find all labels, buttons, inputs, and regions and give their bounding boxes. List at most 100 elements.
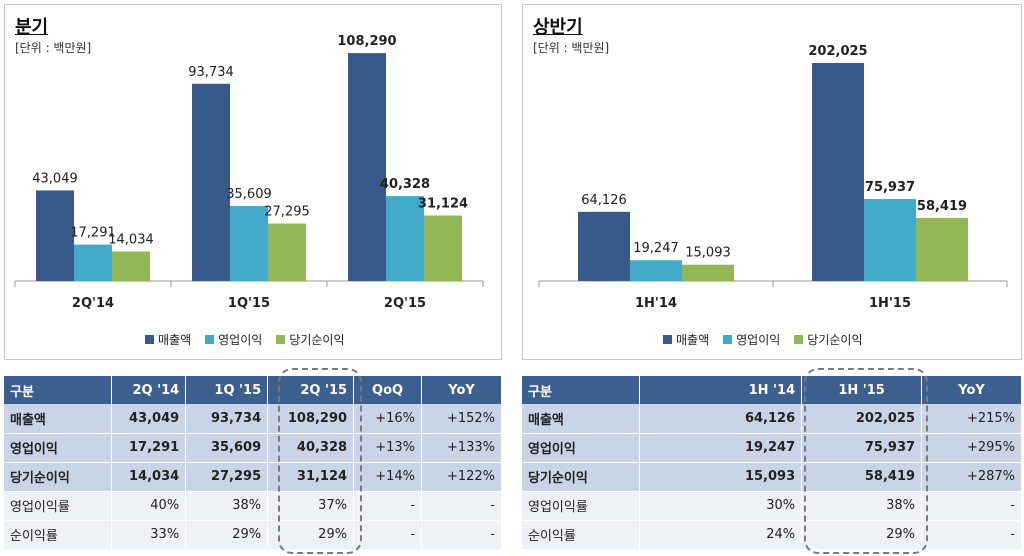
table-cell: 31,124 bbox=[267, 462, 355, 492]
table-row: 영업이익 17,291 35,609 40,328 +13% +133% bbox=[4, 433, 502, 463]
bar-net-income-3 bbox=[424, 215, 462, 281]
table-cell: 64,126 bbox=[639, 404, 803, 434]
data-label-net-income-1: 15,093 bbox=[685, 246, 731, 261]
table-header-cell: 구분 bbox=[522, 376, 641, 404]
bar-net-income-2 bbox=[268, 223, 306, 281]
legend-label-net-income: 당기순이익 bbox=[807, 333, 863, 347]
legend-swatch-net-income bbox=[794, 335, 804, 344]
data-label-sales-2: 93,734 bbox=[188, 65, 234, 80]
table-cell: 38% bbox=[801, 491, 923, 521]
bar-op-profit-1 bbox=[630, 260, 682, 281]
quarterly-table: 구분 2Q '14 1Q '15 2Q '15 QoQ YoY 매출액 43,0… bbox=[4, 376, 502, 550]
bar-net-income-2 bbox=[916, 217, 968, 281]
legend-item-op-profit: 영업이익 bbox=[723, 331, 780, 348]
bar-sales-2 bbox=[192, 83, 230, 281]
table-row: 당기순이익 15,093 58,419 +287% bbox=[522, 462, 1022, 492]
x-tick-label-3: 2Q'15 bbox=[384, 296, 426, 311]
legend-swatch-sales bbox=[663, 335, 672, 344]
data-label-net-income-2: 58,419 bbox=[917, 199, 967, 214]
legend-item-sales: 매출액 bbox=[145, 331, 191, 348]
legend-swatch-net-income bbox=[276, 335, 286, 344]
bar-op-profit-1 bbox=[74, 244, 112, 281]
legend-label-op-profit: 영업이익 bbox=[736, 333, 781, 347]
table-cell: 영업이익률 bbox=[522, 491, 641, 521]
data-label-op-profit-1: 19,247 bbox=[633, 241, 679, 256]
table-header-cell: 1H '14 bbox=[639, 376, 803, 404]
table-cell: +122% bbox=[421, 462, 502, 492]
half-year-legend: 매출액 영업이익 당기순이익 bbox=[663, 331, 863, 348]
table-cell: 35,609 bbox=[185, 433, 269, 463]
half-year-table: 구분 1H '14 1H '15 YoY 매출액 64,126 202,025 … bbox=[522, 376, 1022, 550]
table-cell: +133% bbox=[421, 433, 502, 463]
bar-op-profit-3 bbox=[386, 196, 424, 281]
table-cell: 19,247 bbox=[639, 433, 803, 463]
legend-swatch-op-profit bbox=[723, 335, 733, 344]
quarterly-chart-panel: 분기 [단위 : 백만원] 43,049 17,291 14,034 2Q'14 93,… bbox=[4, 4, 502, 360]
data-label-sales-1: 43,049 bbox=[32, 171, 78, 186]
table-header-cell: QoQ bbox=[353, 376, 423, 404]
table-cell: 30% bbox=[639, 491, 803, 521]
data-label-op-profit-2: 35,609 bbox=[226, 187, 272, 202]
table-header-cell: 1H '15 bbox=[801, 376, 923, 404]
x-tick-label-1: 2Q'14 bbox=[72, 296, 114, 311]
table-cell: 17,291 bbox=[111, 433, 187, 463]
data-label-op-profit-2: 75,937 bbox=[865, 180, 915, 195]
table-cell: +295% bbox=[921, 433, 1022, 463]
legend-swatch-op-profit bbox=[205, 335, 215, 344]
legend-item-net-income: 당기순이익 bbox=[794, 331, 863, 348]
table-cell: - bbox=[421, 491, 502, 521]
table-header-cell: 1Q '15 bbox=[185, 376, 269, 404]
table-row: 영업이익 19,247 75,937 +295% bbox=[522, 433, 1022, 463]
table-row: 당기순이익 14,034 27,295 31,124 +14% +122% bbox=[4, 462, 502, 492]
table-header-cell: 2Q '15 bbox=[267, 376, 355, 404]
bar-sales-1 bbox=[578, 211, 630, 281]
table-cell: 93,734 bbox=[185, 404, 269, 434]
table-cell: - bbox=[421, 520, 502, 550]
bar-sales-3 bbox=[348, 53, 386, 281]
table-cell: 27,295 bbox=[185, 462, 269, 492]
half-year-chart-title: 상반기 bbox=[533, 17, 583, 38]
table-header-row: 구분 1H '14 1H '15 YoY bbox=[522, 376, 1022, 404]
x-tick-label-2: 1Q'15 bbox=[228, 296, 270, 311]
x-tick-label-2: 1H'15 bbox=[869, 296, 911, 311]
half-year-chart-unit: [단위 : 백만원] bbox=[533, 41, 610, 55]
table-cell: 40,328 bbox=[267, 433, 355, 463]
table-cell: 24% bbox=[639, 520, 803, 550]
table-header-cell: 구분 bbox=[4, 376, 113, 404]
bar-op-profit-2 bbox=[864, 199, 916, 281]
half-year-bar-chart: 64,126 19,247 15,093 1H'14 202,025 75,93758,4… bbox=[538, 44, 1008, 311]
table-cell: 순이익률 bbox=[522, 520, 641, 550]
table-header-row: 구분 2Q '14 1Q '15 2Q '15 QoQ YoY bbox=[4, 376, 502, 404]
table-row: 영업이익률 30% 38% - bbox=[522, 491, 1022, 521]
data-label-sales-3: 108,290 bbox=[337, 34, 396, 49]
table-cell: 15,093 bbox=[639, 462, 803, 492]
legend-item-op-profit: 영업이익 bbox=[205, 331, 262, 348]
table-cell: 43,049 bbox=[111, 404, 187, 434]
data-label-op-profit-1: 17,291 bbox=[70, 226, 116, 241]
table-cell: 29% bbox=[185, 520, 269, 550]
table-cell: 40% bbox=[111, 491, 187, 521]
quarterly-legend: 매출액 영업이익 당기순이익 bbox=[145, 331, 345, 348]
data-label-sales-2: 202,025 bbox=[808, 44, 867, 59]
table-cell: 14,034 bbox=[111, 462, 187, 492]
table-cell: 영업이익 bbox=[4, 433, 113, 463]
legend-label-net-income: 당기순이익 bbox=[289, 333, 345, 347]
table-cell: +16% bbox=[353, 404, 423, 434]
half-year-chart-panel: 상반기 [단위 : 백만원] 64,126 19,247 15,093 1H'14 20… bbox=[522, 4, 1022, 360]
table-cell: 202,025 bbox=[801, 404, 923, 434]
bar-net-income-1 bbox=[112, 251, 150, 281]
quarterly-chart-title: 분기 bbox=[15, 17, 49, 38]
table-cell: 75,937 bbox=[801, 433, 923, 463]
bar-sales-1 bbox=[36, 190, 74, 281]
table-row: 순이익률 33% 29% 29% - - bbox=[4, 520, 502, 550]
table-cell: 29% bbox=[801, 520, 923, 550]
data-label-op-profit-3: 40,328 bbox=[380, 177, 430, 192]
table-cell: +215% bbox=[921, 404, 1022, 434]
table-cell: 순이익률 bbox=[4, 520, 113, 550]
table-cell: 당기순이익 bbox=[522, 462, 641, 492]
table-cell: 당기순이익 bbox=[4, 462, 113, 492]
table-cell: +13% bbox=[353, 433, 423, 463]
data-label-net-income-3: 31,124 bbox=[418, 197, 468, 212]
table-cell: 영업이익률 bbox=[4, 491, 113, 521]
